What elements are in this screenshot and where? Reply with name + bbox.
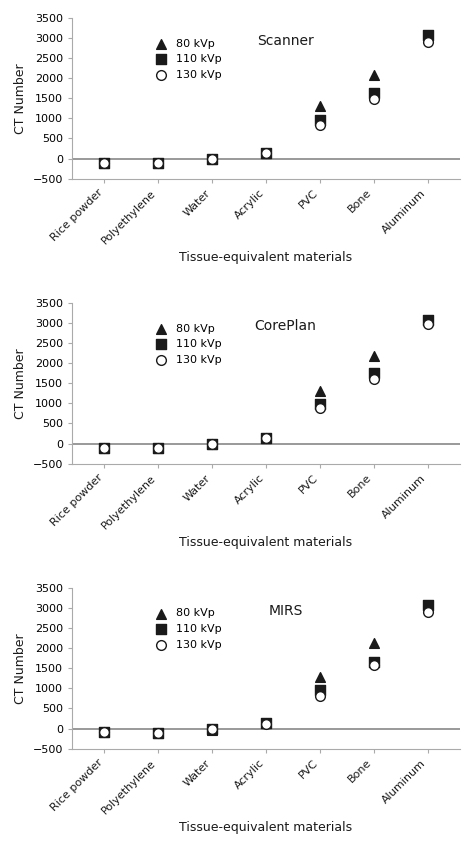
110 kVp [316, 114, 324, 127]
Text: MIRS: MIRS [268, 604, 302, 618]
130 kVp [370, 372, 378, 386]
80 kVp [262, 147, 270, 160]
130 kVp [370, 92, 378, 105]
110 kVp [262, 431, 270, 444]
80 kVp [262, 431, 270, 444]
110 kVp [262, 146, 270, 159]
130 kVp [155, 441, 162, 455]
Legend: 80 kVp, 110 kVp, 130 kVp: 80 kVp, 110 kVp, 130 kVp [147, 606, 224, 652]
Legend: 80 kVp, 110 kVp, 130 kVp: 80 kVp, 110 kVp, 130 kVp [147, 321, 224, 367]
80 kVp [424, 313, 431, 326]
110 kVp [424, 28, 431, 42]
80 kVp [424, 28, 431, 42]
130 kVp [424, 605, 431, 619]
130 kVp [370, 658, 378, 672]
Text: CorePlan: CorePlan [255, 319, 316, 333]
110 kVp [155, 441, 162, 455]
110 kVp [208, 722, 216, 736]
110 kVp [370, 86, 378, 100]
80 kVp [155, 156, 162, 170]
110 kVp [262, 717, 270, 730]
130 kVp [262, 147, 270, 160]
80 kVp [370, 637, 378, 650]
Legend: 80 kVp, 110 kVp, 130 kVp: 80 kVp, 110 kVp, 130 kVp [147, 36, 224, 82]
110 kVp [424, 598, 431, 611]
X-axis label: Tissue-equivalent materials: Tissue-equivalent materials [180, 251, 353, 264]
110 kVp [370, 366, 378, 380]
110 kVp [155, 726, 162, 739]
110 kVp [100, 156, 108, 170]
80 kVp [208, 438, 216, 451]
130 kVp [262, 432, 270, 445]
130 kVp [100, 441, 108, 455]
130 kVp [155, 156, 162, 170]
110 kVp [100, 441, 108, 455]
130 kVp [155, 726, 162, 739]
130 kVp [424, 36, 431, 49]
110 kVp [316, 683, 324, 697]
130 kVp [316, 401, 324, 415]
110 kVp [208, 152, 216, 165]
130 kVp [208, 437, 216, 450]
130 kVp [208, 152, 216, 165]
Text: Scanner: Scanner [257, 34, 314, 48]
80 kVp [100, 156, 108, 170]
X-axis label: Tissue-equivalent materials: Tissue-equivalent materials [180, 821, 353, 834]
Y-axis label: CT Number: CT Number [14, 63, 27, 134]
110 kVp [155, 156, 162, 170]
80 kVp [208, 723, 216, 737]
80 kVp [316, 670, 324, 683]
80 kVp [424, 598, 431, 611]
110 kVp [424, 313, 431, 326]
130 kVp [316, 119, 324, 132]
80 kVp [100, 441, 108, 455]
80 kVp [100, 725, 108, 739]
110 kVp [370, 655, 378, 668]
110 kVp [316, 398, 324, 411]
80 kVp [155, 441, 162, 455]
80 kVp [370, 68, 378, 81]
80 kVp [316, 99, 324, 113]
80 kVp [316, 384, 324, 398]
80 kVp [155, 726, 162, 739]
130 kVp [424, 317, 431, 331]
80 kVp [208, 153, 216, 166]
X-axis label: Tissue-equivalent materials: Tissue-equivalent materials [180, 536, 353, 550]
130 kVp [262, 717, 270, 730]
Y-axis label: CT Number: CT Number [14, 633, 27, 704]
Y-axis label: CT Number: CT Number [14, 348, 27, 419]
80 kVp [262, 716, 270, 729]
130 kVp [208, 722, 216, 736]
130 kVp [316, 689, 324, 702]
130 kVp [100, 725, 108, 739]
80 kVp [370, 349, 378, 362]
110 kVp [208, 438, 216, 451]
110 kVp [100, 725, 108, 739]
130 kVp [100, 156, 108, 170]
